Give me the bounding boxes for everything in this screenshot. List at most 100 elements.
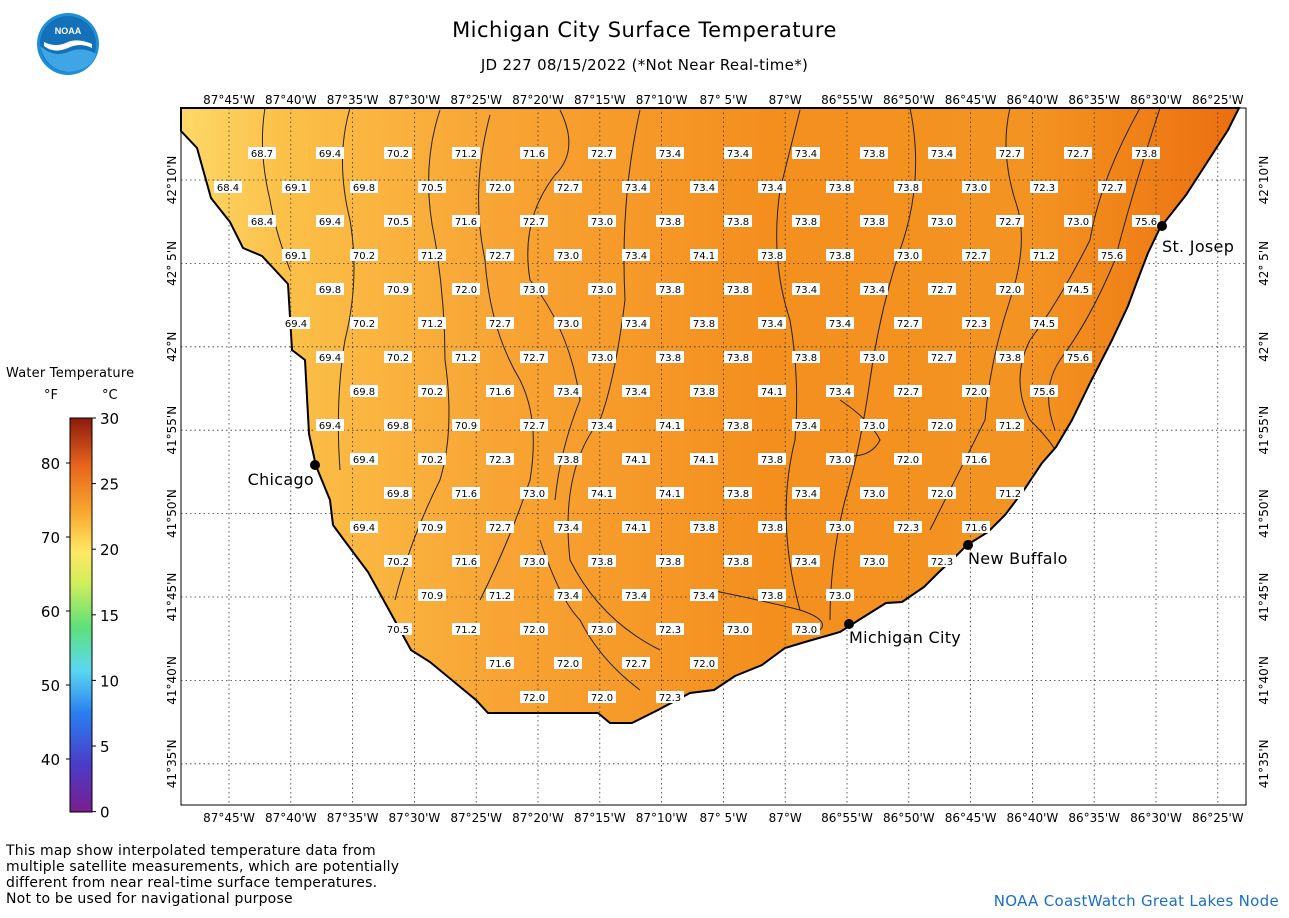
temperature-label: 68.7	[248, 147, 276, 160]
temperature-label: 73.8	[860, 147, 888, 160]
svg-text:71.2: 71.2	[455, 625, 477, 636]
svg-text:70.9: 70.9	[387, 285, 409, 296]
temperature-label: 73.0	[894, 249, 922, 262]
svg-text:73.8: 73.8	[693, 387, 715, 398]
legend-f-tick: 70	[41, 529, 60, 547]
svg-text:68.7: 68.7	[251, 149, 273, 160]
svg-text:73.8: 73.8	[659, 557, 681, 568]
svg-text:73.4: 73.4	[557, 523, 579, 534]
svg-text:72.3: 72.3	[659, 693, 681, 704]
temperature-label: 72.7	[1098, 181, 1126, 194]
svg-text:73.8: 73.8	[761, 251, 783, 262]
temperature-label: 72.0	[894, 453, 922, 466]
legend-f-tick: 60	[41, 603, 60, 621]
svg-text:73.8: 73.8	[727, 421, 749, 432]
longitude-tick-label: 87°20'W	[512, 811, 564, 825]
temperature-label: 73.8	[1132, 147, 1160, 160]
temperature-label: 73.4	[690, 589, 718, 602]
temperature-label: 73.8	[996, 351, 1024, 364]
temperature-label: 71.6	[452, 215, 480, 228]
temperature-label: 73.0	[962, 181, 990, 194]
longitude-tick-label: 87°35'W	[327, 811, 379, 825]
temperature-label: 73.8	[656, 283, 684, 296]
temperature-label: 74.1	[758, 385, 786, 398]
longitude-tick-label: 86°40'W	[1007, 93, 1059, 107]
temperature-label: 73.8	[656, 215, 684, 228]
temperature-label: 69.4	[350, 521, 378, 534]
latitude-tick-label: 41°45'N	[165, 573, 179, 622]
temperature-label: 73.4	[588, 419, 616, 432]
temperature-label: 74.5	[1030, 317, 1058, 330]
latitude-tick-label: 42° 5'N	[165, 241, 179, 286]
temperature-label: 73.4	[792, 487, 820, 500]
temperature-label: 71.6	[452, 555, 480, 568]
temperature-label: 69.8	[384, 419, 412, 432]
svg-text:72.3: 72.3	[931, 557, 953, 568]
temperature-label: 72.7	[928, 283, 956, 296]
temperature-labels: 68.7 69.4 70.2 71.2 71.6 72.7 73.4 73.4 73.4 73.8…	[214, 147, 1160, 704]
svg-text:72.7: 72.7	[523, 421, 545, 432]
temperature-label: 69.1	[282, 249, 310, 262]
temperature-label: 73.0	[1064, 215, 1092, 228]
temperature-label: 71.2	[452, 351, 480, 364]
temperature-label: 73.8	[690, 317, 718, 330]
temperature-label: 72.0	[928, 487, 956, 500]
svg-text:72.7: 72.7	[557, 183, 579, 194]
temperature-label: 69.8	[350, 385, 378, 398]
temperature-label: 74.1	[622, 453, 650, 466]
svg-text:69.8: 69.8	[387, 421, 409, 432]
svg-text:73.0: 73.0	[897, 251, 919, 262]
city-label: Chicago	[248, 470, 314, 489]
svg-text:72.0: 72.0	[591, 693, 613, 704]
svg-text:69.8: 69.8	[387, 489, 409, 500]
temperature-label: 72.3	[1030, 181, 1058, 194]
latitude-ticks-right: 42°10'N 42° 5'N 42°N 41°55'N 41°50'N 41°45'N 4…	[1257, 156, 1271, 789]
temperature-label: 75.6	[1132, 215, 1160, 228]
svg-text:73.8: 73.8	[761, 591, 783, 602]
svg-text:73.4: 73.4	[727, 149, 749, 160]
svg-text:73.8: 73.8	[829, 183, 851, 194]
svg-text:69.8: 69.8	[319, 285, 341, 296]
svg-text:73.0: 73.0	[931, 217, 953, 228]
svg-text:72.7: 72.7	[999, 149, 1021, 160]
latitude-tick-label: 42°10'N	[1257, 156, 1271, 205]
svg-text:73.8: 73.8	[863, 149, 885, 160]
latitude-tick-label: 42°N	[1257, 332, 1271, 362]
temperature-label: 73.8	[554, 453, 582, 466]
svg-text:71.6: 71.6	[965, 523, 987, 534]
temperature-label: 71.6	[520, 147, 548, 160]
noaa-logo: NOAA	[37, 13, 99, 75]
temperature-label: 70.5	[384, 623, 412, 636]
svg-text:73.8: 73.8	[727, 217, 749, 228]
svg-text:71.6: 71.6	[455, 489, 477, 500]
temperature-label: 71.6	[452, 487, 480, 500]
svg-text:73.8: 73.8	[761, 455, 783, 466]
temperature-label: 70.9	[418, 589, 446, 602]
disclaimer-line: Not to be used for navigational purpose	[6, 891, 293, 907]
temperature-label: 71.2	[418, 249, 446, 262]
longitude-tick-label: 87°25'W	[450, 811, 502, 825]
legend-c-tick: 10	[100, 672, 119, 690]
temperature-label: 73.8	[656, 555, 684, 568]
legend-c-tick: 5	[100, 738, 110, 756]
svg-text:73.8: 73.8	[693, 523, 715, 534]
grid-lines	[181, 108, 1246, 805]
svg-text:73.8: 73.8	[659, 285, 681, 296]
svg-text:73.0: 73.0	[863, 489, 885, 500]
temperature-label: 73.0	[520, 555, 548, 568]
temperature-label: 69.4	[316, 215, 344, 228]
temperature-label: 72.0	[486, 181, 514, 194]
temperature-label: 72.7	[486, 249, 514, 262]
longitude-tick-label: 87°40'W	[265, 811, 317, 825]
temperature-label: 73.8	[792, 215, 820, 228]
temperature-label: 70.2	[350, 317, 378, 330]
svg-text:73.0: 73.0	[795, 625, 817, 636]
svg-text:71.2: 71.2	[421, 251, 443, 262]
svg-text:74.1: 74.1	[625, 455, 647, 466]
temperature-label: 73.4	[554, 589, 582, 602]
temperature-label: 72.7	[520, 215, 548, 228]
svg-text:73.8: 73.8	[557, 455, 579, 466]
temperature-label: 74.1	[690, 249, 718, 262]
temperature-label: 72.3	[894, 521, 922, 534]
